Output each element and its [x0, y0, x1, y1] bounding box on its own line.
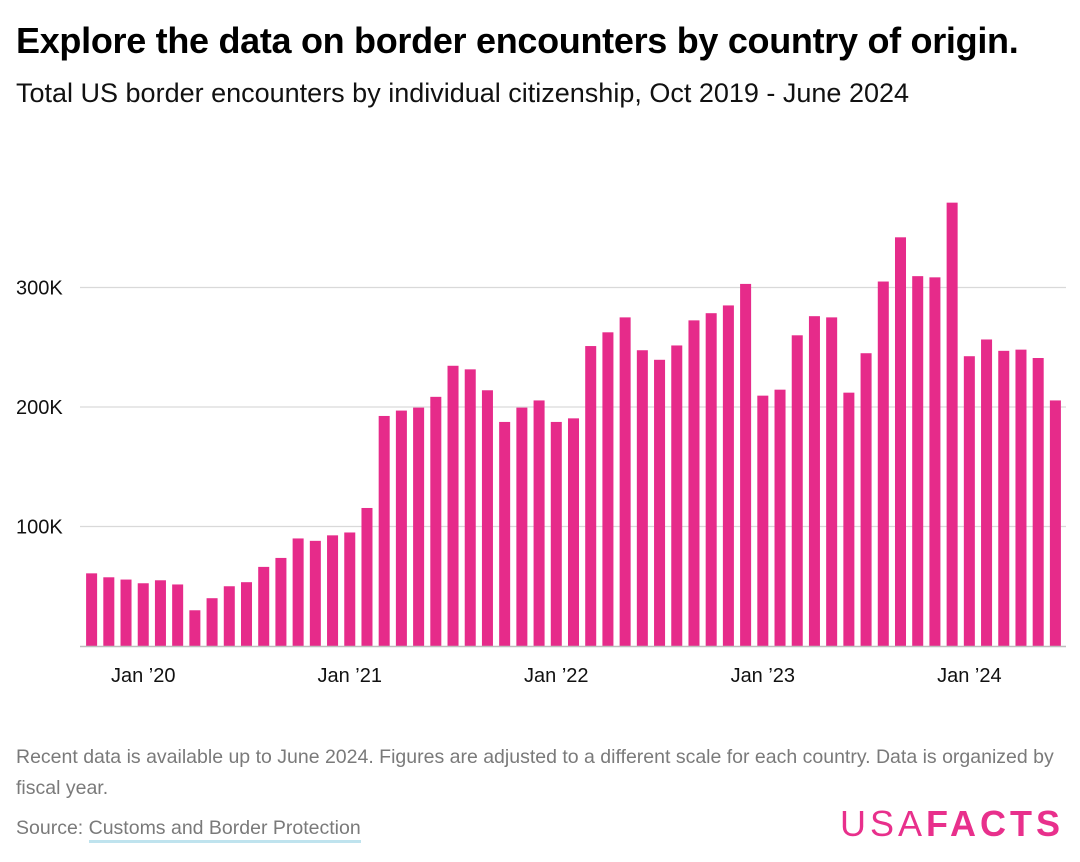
bar [929, 277, 941, 646]
x-tick-label: Jan ’22 [524, 665, 589, 687]
bar [1015, 349, 1027, 646]
bar [894, 237, 907, 646]
logo-facts: FACTS [925, 803, 1064, 844]
bar [189, 610, 201, 646]
bar [137, 583, 149, 646]
x-tick-label: Jan ’24 [937, 665, 1002, 687]
chart-subtitle: Total US border encounters by individual… [16, 78, 910, 108]
bar [705, 313, 717, 646]
source-link[interactable]: Customs and Border Protection [88, 817, 361, 843]
bar [516, 407, 528, 646]
x-axis-ticks: Jan ’20 Jan ’21 Jan ’22 Jan ’23 Jan ’24 [111, 665, 1002, 687]
bar [292, 538, 304, 646]
bar [963, 356, 975, 646]
bar [361, 507, 373, 646]
bar [877, 281, 889, 646]
bar [240, 582, 253, 646]
bar [602, 332, 614, 646]
bar [843, 392, 855, 646]
bar [585, 346, 597, 646]
bar [619, 317, 631, 646]
bar [654, 359, 666, 646]
bar [86, 573, 98, 646]
bar [722, 305, 734, 646]
bar [688, 320, 700, 646]
source-prefix: Source: [16, 817, 89, 839]
bar [740, 283, 752, 646]
source-line: Source: Customs and Border Protection [16, 817, 361, 843]
bar [550, 421, 562, 646]
bar [981, 339, 993, 646]
bar [998, 350, 1010, 646]
bar [1049, 400, 1061, 646]
bar [430, 396, 442, 646]
bar [860, 353, 872, 646]
bar [172, 584, 184, 646]
bar [533, 400, 545, 646]
bar [567, 418, 580, 646]
bar [499, 421, 511, 646]
x-tick-label: Jan ’20 [111, 665, 176, 687]
bar [327, 535, 339, 646]
x-tick-label: Jan ’23 [731, 665, 796, 687]
bar [103, 577, 115, 646]
y-tick-label: 200K [16, 397, 63, 419]
bar [774, 389, 786, 646]
bar [206, 598, 218, 646]
usafacts-logo: USAFACTS [840, 803, 1064, 845]
bar [912, 276, 924, 646]
bar [481, 390, 493, 646]
bar [671, 345, 683, 646]
bar [378, 415, 390, 646]
bar [757, 395, 769, 646]
y-axis-ticks: 100K 200K 300K [16, 278, 63, 539]
bar [395, 410, 407, 646]
bar [309, 540, 321, 646]
bar [258, 566, 270, 646]
bar [791, 335, 803, 646]
bar [826, 317, 838, 646]
bar [946, 202, 958, 646]
bar [636, 350, 648, 646]
bar [447, 365, 459, 646]
logo-usa: USA [839, 803, 926, 844]
bar [1032, 358, 1044, 646]
chart-title: Explore the data on border encounters by… [16, 20, 1019, 61]
footnote: Recent data is available up to June 2024… [16, 746, 1054, 799]
y-tick-label: 300K [16, 278, 63, 300]
bar [275, 557, 287, 646]
bar [808, 316, 820, 646]
y-tick-label: 100K [16, 517, 63, 539]
bar [120, 579, 132, 646]
bar [464, 369, 476, 646]
bar [413, 407, 425, 646]
bar [154, 580, 166, 646]
x-tick-label: Jan ’21 [318, 665, 383, 687]
bar [344, 532, 356, 646]
bar [223, 586, 235, 646]
bars [86, 202, 1061, 646]
